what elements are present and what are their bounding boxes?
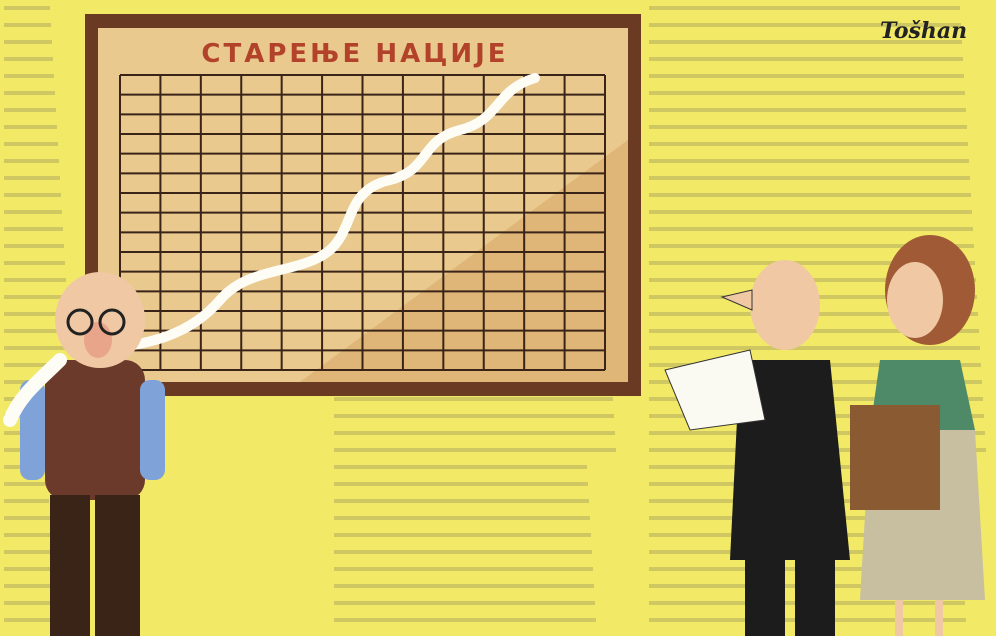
- board-title: СТАРЕЊЕ НАЦИЈЕ: [201, 39, 508, 69]
- leg: [935, 600, 943, 636]
- arm: [140, 380, 165, 480]
- leg: [795, 555, 835, 636]
- face: [887, 262, 943, 338]
- folder: [850, 405, 940, 510]
- cartoon: СТАРЕЊЕ НАЦИЈЕ Tošhan: [0, 0, 996, 636]
- signature: Tošhan: [880, 18, 967, 44]
- head: [750, 260, 820, 350]
- leg: [50, 495, 90, 636]
- leg: [745, 555, 785, 636]
- leg: [95, 495, 140, 636]
- leg: [895, 600, 903, 636]
- vest: [45, 360, 145, 500]
- nose: [84, 322, 112, 358]
